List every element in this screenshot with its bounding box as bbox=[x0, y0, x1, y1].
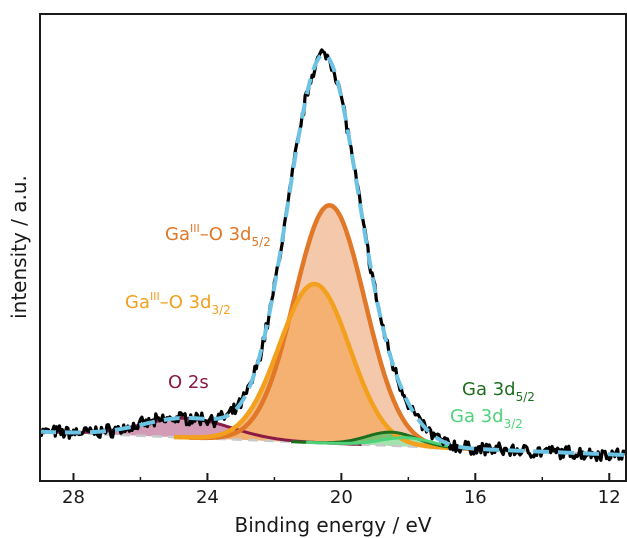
x-axis-label: Binding energy / eV bbox=[234, 513, 431, 537]
fill-o2s bbox=[40, 418, 362, 445]
label-gaox52: GaIII–O 3d5/2 bbox=[165, 222, 271, 249]
fill-gaox32 bbox=[173, 284, 456, 449]
label-o2s: O 2s bbox=[168, 372, 209, 393]
x-axis: 28 24 20 16 12 bbox=[62, 473, 621, 508]
y-axis-label: intensity / a.u. bbox=[7, 175, 31, 319]
envelope-series bbox=[40, 52, 626, 457]
label-gaox32: GaIII–O 3d3/2 bbox=[125, 290, 231, 317]
outline-gaox32 bbox=[173, 281, 456, 451]
plot-frame bbox=[39, 13, 627, 482]
x-tick-label-20: 20 bbox=[330, 487, 353, 508]
x-tick-label-12: 12 bbox=[598, 487, 621, 508]
annotations: GaIII–O 3d5/2 GaIII–O 3d3/2 O 2s Ga 3d5/2Ga… bbox=[125, 222, 535, 431]
x-tick-label-24: 24 bbox=[196, 487, 219, 508]
x-tick-label-28: 28 bbox=[62, 487, 85, 508]
label-ga3d52: Ga 3d5/2 bbox=[462, 379, 535, 404]
label-ga3d32: Ga 3d3/2 bbox=[450, 406, 523, 431]
envelope-line bbox=[40, 52, 626, 457]
x-tick-label-16: 16 bbox=[464, 487, 487, 508]
